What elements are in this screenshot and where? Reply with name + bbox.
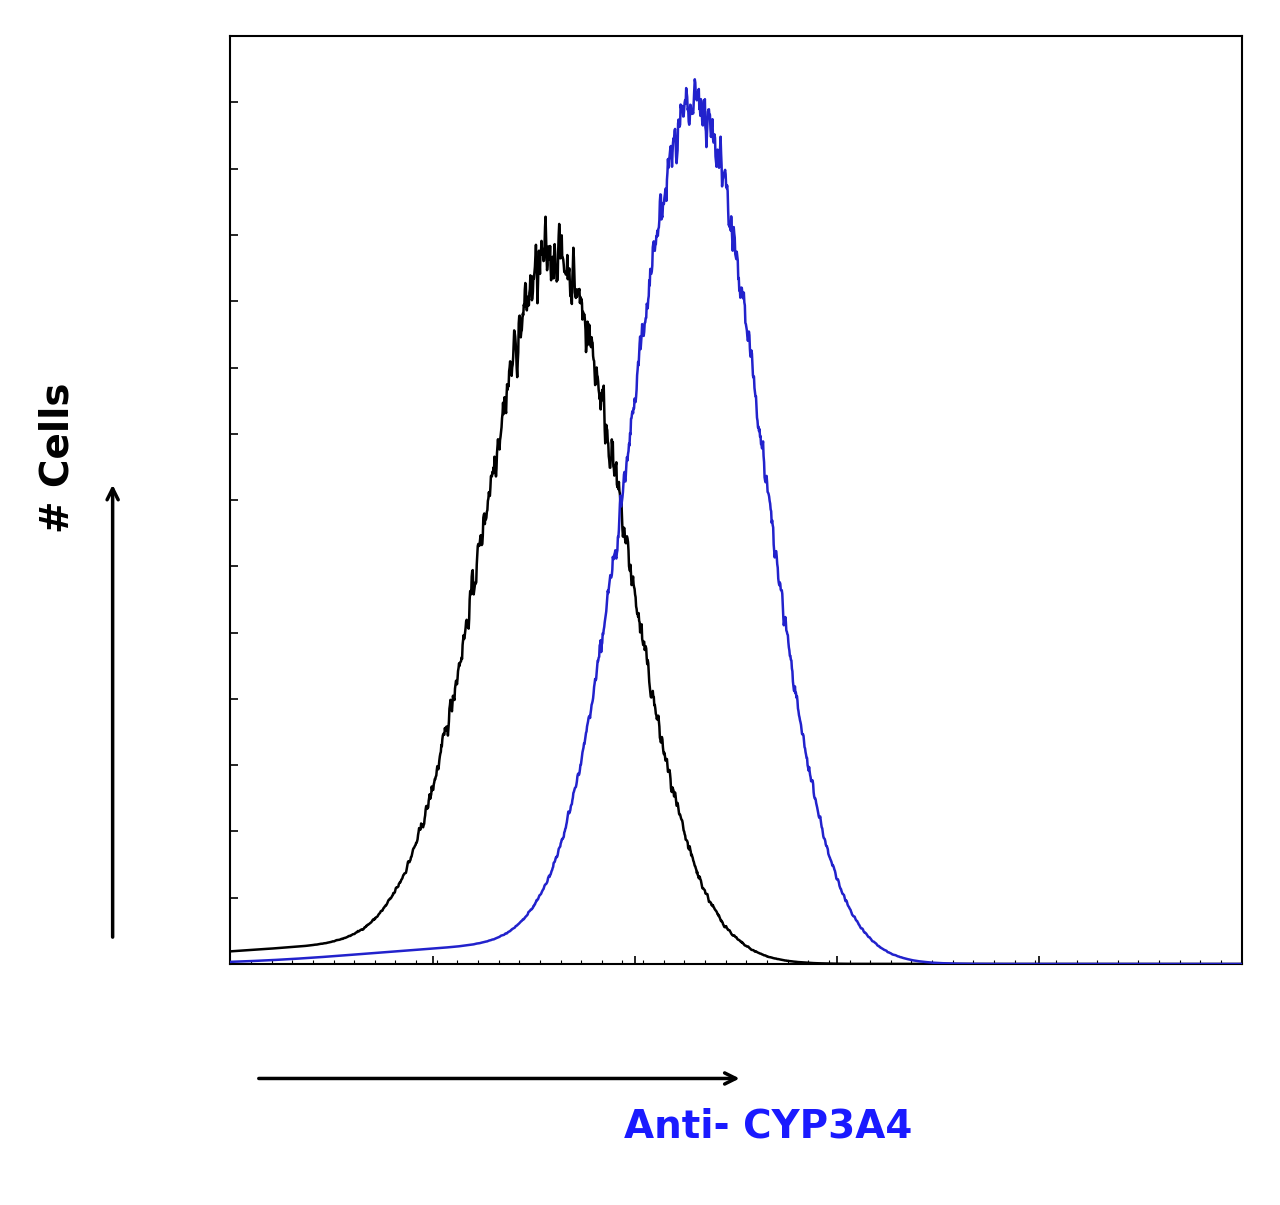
Text: # Cells: # Cells [38, 383, 77, 533]
Text: Anti- CYP3A4: Anti- CYP3A4 [623, 1107, 913, 1146]
